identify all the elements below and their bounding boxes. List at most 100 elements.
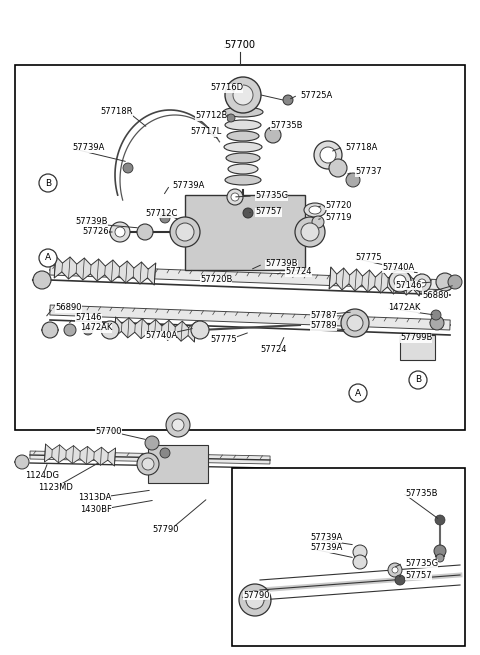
Text: 57735G: 57735G	[255, 191, 288, 200]
Circle shape	[346, 173, 360, 187]
Bar	[15, 65, 465, 430]
Circle shape	[320, 147, 336, 163]
Circle shape	[430, 316, 444, 330]
Polygon shape	[54, 256, 156, 285]
Circle shape	[395, 575, 405, 585]
Circle shape	[246, 591, 264, 609]
Text: 56880: 56880	[422, 291, 449, 299]
Ellipse shape	[226, 153, 260, 163]
Circle shape	[434, 545, 446, 557]
Circle shape	[101, 321, 119, 339]
Circle shape	[39, 174, 57, 192]
Text: 57718A: 57718A	[345, 143, 377, 151]
Text: 57739B: 57739B	[75, 217, 108, 227]
Circle shape	[239, 584, 271, 616]
Circle shape	[110, 222, 130, 242]
Ellipse shape	[225, 175, 261, 185]
Text: 57799B: 57799B	[400, 333, 432, 343]
Circle shape	[448, 275, 462, 289]
Text: 57739A: 57739A	[310, 544, 342, 553]
Text: 57700: 57700	[95, 428, 121, 436]
Text: 57790: 57790	[152, 525, 179, 534]
Ellipse shape	[301, 223, 319, 241]
Polygon shape	[50, 265, 450, 290]
Text: 57790: 57790	[243, 591, 269, 599]
Polygon shape	[114, 317, 196, 342]
Circle shape	[160, 448, 170, 458]
Circle shape	[435, 515, 445, 525]
Text: B: B	[45, 179, 51, 187]
Ellipse shape	[304, 203, 326, 217]
Text: 57720: 57720	[325, 200, 351, 210]
Ellipse shape	[227, 131, 259, 141]
Circle shape	[389, 270, 411, 292]
Ellipse shape	[170, 217, 200, 247]
Text: 57726: 57726	[82, 227, 108, 236]
Circle shape	[137, 224, 153, 240]
Text: 57719: 57719	[325, 214, 351, 223]
Text: 1472AK: 1472AK	[388, 303, 420, 312]
Text: 57739A: 57739A	[72, 143, 104, 153]
Circle shape	[388, 563, 402, 577]
Circle shape	[314, 141, 342, 169]
Text: 57717L: 57717L	[190, 128, 221, 136]
Circle shape	[353, 555, 367, 569]
Text: 57146: 57146	[75, 314, 101, 322]
Circle shape	[409, 371, 427, 389]
Circle shape	[394, 275, 406, 287]
Polygon shape	[329, 267, 421, 296]
Text: 57735B: 57735B	[405, 489, 437, 498]
Circle shape	[243, 208, 253, 218]
Text: 57724: 57724	[260, 345, 287, 354]
Text: B: B	[415, 375, 421, 384]
Ellipse shape	[176, 223, 194, 241]
Text: 57740A: 57740A	[145, 331, 177, 339]
Text: 57740A: 57740A	[382, 263, 414, 272]
Text: 57712B: 57712B	[195, 111, 228, 121]
Circle shape	[312, 216, 324, 228]
Circle shape	[231, 193, 239, 201]
Text: 57789: 57789	[310, 322, 336, 331]
Polygon shape	[30, 451, 270, 464]
Circle shape	[233, 85, 253, 105]
Circle shape	[15, 455, 29, 469]
Circle shape	[431, 310, 441, 320]
Text: 57720B: 57720B	[200, 276, 232, 284]
Text: 57700: 57700	[224, 40, 256, 50]
Ellipse shape	[228, 164, 258, 174]
Text: A: A	[355, 388, 361, 398]
Circle shape	[329, 159, 347, 177]
Ellipse shape	[223, 107, 263, 117]
Text: A: A	[45, 253, 51, 263]
Text: 57739B: 57739B	[265, 259, 298, 269]
Text: 1472AK: 1472AK	[80, 324, 112, 333]
Text: 57787: 57787	[310, 312, 337, 320]
Circle shape	[227, 114, 235, 122]
Circle shape	[353, 545, 367, 559]
Text: 57725A: 57725A	[300, 90, 332, 100]
Circle shape	[436, 554, 444, 562]
Circle shape	[160, 213, 170, 223]
Circle shape	[413, 274, 431, 292]
Circle shape	[283, 95, 293, 105]
Circle shape	[64, 324, 76, 336]
Circle shape	[172, 419, 184, 431]
Text: 57739A: 57739A	[172, 181, 204, 189]
Text: 57716D: 57716D	[210, 83, 243, 92]
Circle shape	[39, 249, 57, 267]
Text: 57712C: 57712C	[145, 208, 178, 217]
Circle shape	[347, 315, 363, 331]
Text: 57735G: 57735G	[405, 559, 438, 567]
Text: 57146: 57146	[395, 280, 421, 290]
Circle shape	[115, 227, 125, 237]
Circle shape	[123, 163, 133, 173]
Circle shape	[227, 189, 243, 205]
Text: 1430BF: 1430BF	[80, 506, 112, 514]
Circle shape	[42, 322, 58, 338]
Circle shape	[349, 384, 367, 402]
Circle shape	[265, 127, 281, 143]
Text: 57735B: 57735B	[270, 121, 302, 130]
Text: 57775: 57775	[355, 253, 382, 263]
Text: 56890: 56890	[55, 303, 82, 312]
Text: 57775: 57775	[210, 335, 237, 345]
